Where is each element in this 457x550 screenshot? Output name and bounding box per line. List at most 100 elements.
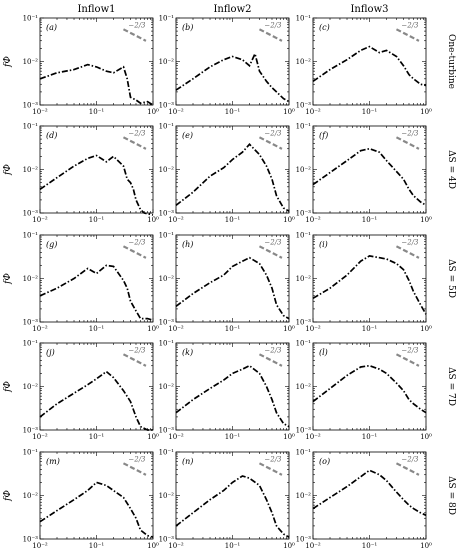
x-tick-label: 10⁻¹: [362, 108, 378, 116]
panel-label: (b): [182, 23, 193, 32]
row-title: ΔS = 5D: [446, 259, 456, 298]
x-tick-label: 10⁰: [147, 216, 159, 224]
reference-slope-label: −2/3: [264, 456, 282, 464]
reference-slope-line: [395, 136, 420, 150]
x-tick-label: 10⁰: [147, 542, 159, 550]
reference-slope-label: −2/3: [401, 22, 419, 30]
y-axis-label: fΦ: [3, 273, 13, 285]
y-tick-label: 10⁻³: [159, 427, 175, 435]
y-tick-label: 10⁻³: [23, 536, 39, 544]
panel-label: (j): [46, 348, 55, 357]
x-tick-label: 10⁰: [283, 433, 295, 441]
y-tick-label: 10⁻²: [23, 492, 39, 500]
panel-label: (h): [182, 240, 193, 249]
x-tick-label: 10⁻¹: [225, 108, 241, 116]
y-tick-label: 10⁻³: [296, 536, 312, 544]
spectrum-line: [39, 481, 154, 539]
x-tick-label: 10⁰: [420, 433, 432, 441]
reference-slope-label: −2/3: [128, 130, 146, 138]
y-tick-label: 10⁻¹: [23, 449, 39, 457]
x-tick-label: 10⁰: [147, 433, 159, 441]
y-axis-label: fΦ: [3, 56, 13, 68]
x-tick-label: 10⁻¹: [89, 433, 105, 441]
x-tick-label: 10⁰: [283, 542, 295, 550]
reference-slope-line: [122, 353, 147, 367]
row-title: ΔS = 7D: [446, 367, 456, 406]
x-tick-label: 10⁻²: [32, 542, 48, 550]
reference-slope-label: −2/3: [128, 347, 146, 355]
panel-label: (g): [46, 240, 57, 249]
x-tick-label: 10⁻²: [168, 542, 184, 550]
x-tick-label: 10⁻²: [168, 433, 184, 441]
x-tick-label: 10⁻¹: [225, 433, 241, 441]
reference-slope-label: −2/3: [401, 130, 419, 138]
spectrum-line: [39, 63, 154, 106]
x-tick-label: 10⁻²: [32, 433, 48, 441]
y-tick-label: 10⁻³: [296, 319, 312, 327]
y-tick-label: 10⁻³: [296, 427, 312, 435]
y-tick-label: 10⁻²: [159, 166, 175, 174]
panel-label: (e): [182, 131, 193, 140]
row-title: ΔS = 4D: [446, 150, 456, 189]
x-tick-label: 10⁻¹: [89, 542, 105, 550]
y-axis-label: fΦ: [3, 381, 13, 393]
x-tick-label: 10⁰: [420, 542, 432, 550]
spectrum-line: [39, 154, 154, 216]
x-tick-label: 10⁰: [420, 216, 432, 224]
spectrum-line: [312, 147, 427, 207]
y-tick-label: 10⁻²: [159, 492, 175, 500]
x-tick-label: 10⁰: [420, 325, 432, 333]
y-axis-label: fΦ: [3, 164, 13, 176]
reference-slope-line: [122, 462, 147, 476]
y-tick-label: 10⁻¹: [159, 123, 175, 131]
reference-slope-line: [258, 462, 283, 476]
x-tick-label: 10⁻¹: [225, 542, 241, 550]
y-tick-label: 10⁻³: [159, 319, 175, 327]
spectrum-line: [175, 475, 290, 538]
x-tick-label: 10⁻¹: [362, 216, 378, 224]
x-tick-label: 10⁻²: [32, 216, 48, 224]
reference-slope-label: −2/3: [401, 456, 419, 464]
y-tick-label: 10⁻¹: [296, 123, 312, 131]
panel-frame: [312, 342, 427, 431]
spectrum-line: [312, 364, 427, 414]
y-tick-label: 10⁻²: [296, 166, 312, 174]
row-title: One-turbine: [446, 34, 456, 89]
column-titles: Inflow1 Inflow2 Inflow3: [77, 4, 388, 15]
reference-slope-line: [122, 28, 147, 42]
x-tick-label: 10⁻²: [305, 108, 321, 116]
x-tick-label: 10⁰: [283, 108, 295, 116]
reference-slope-line: [258, 136, 283, 150]
y-tick-label: 10⁻¹: [159, 232, 175, 240]
y-tick-label: 10⁻²: [296, 275, 312, 283]
reference-slope-line: [122, 245, 147, 259]
spectrum-line: [39, 370, 153, 431]
x-tick-label: 10⁻²: [32, 108, 48, 116]
y-tick-label: 10⁻³: [159, 210, 175, 218]
x-tick-label: 10⁻²: [168, 216, 184, 224]
reference-slope-line: [258, 353, 283, 367]
x-tick-label: 10⁻²: [168, 108, 184, 116]
y-tick-label: 10⁻³: [296, 102, 312, 110]
panel-label: (d): [46, 131, 57, 140]
panel-frame: [312, 17, 427, 106]
y-tick-label: 10⁻²: [159, 58, 175, 66]
reference-slope-label: −2/3: [401, 347, 419, 355]
reference-slope-label: −2/3: [401, 239, 419, 247]
y-tick-label: 10⁻¹: [159, 449, 175, 457]
y-tick-label: 10⁻¹: [23, 232, 39, 240]
x-tick-label: 10⁰: [283, 325, 295, 333]
spectrum-line: [175, 256, 290, 320]
spectrum-line: [312, 45, 427, 87]
y-tick-label: 10⁻¹: [159, 15, 175, 23]
row-title: ΔS = 8D: [446, 476, 456, 515]
